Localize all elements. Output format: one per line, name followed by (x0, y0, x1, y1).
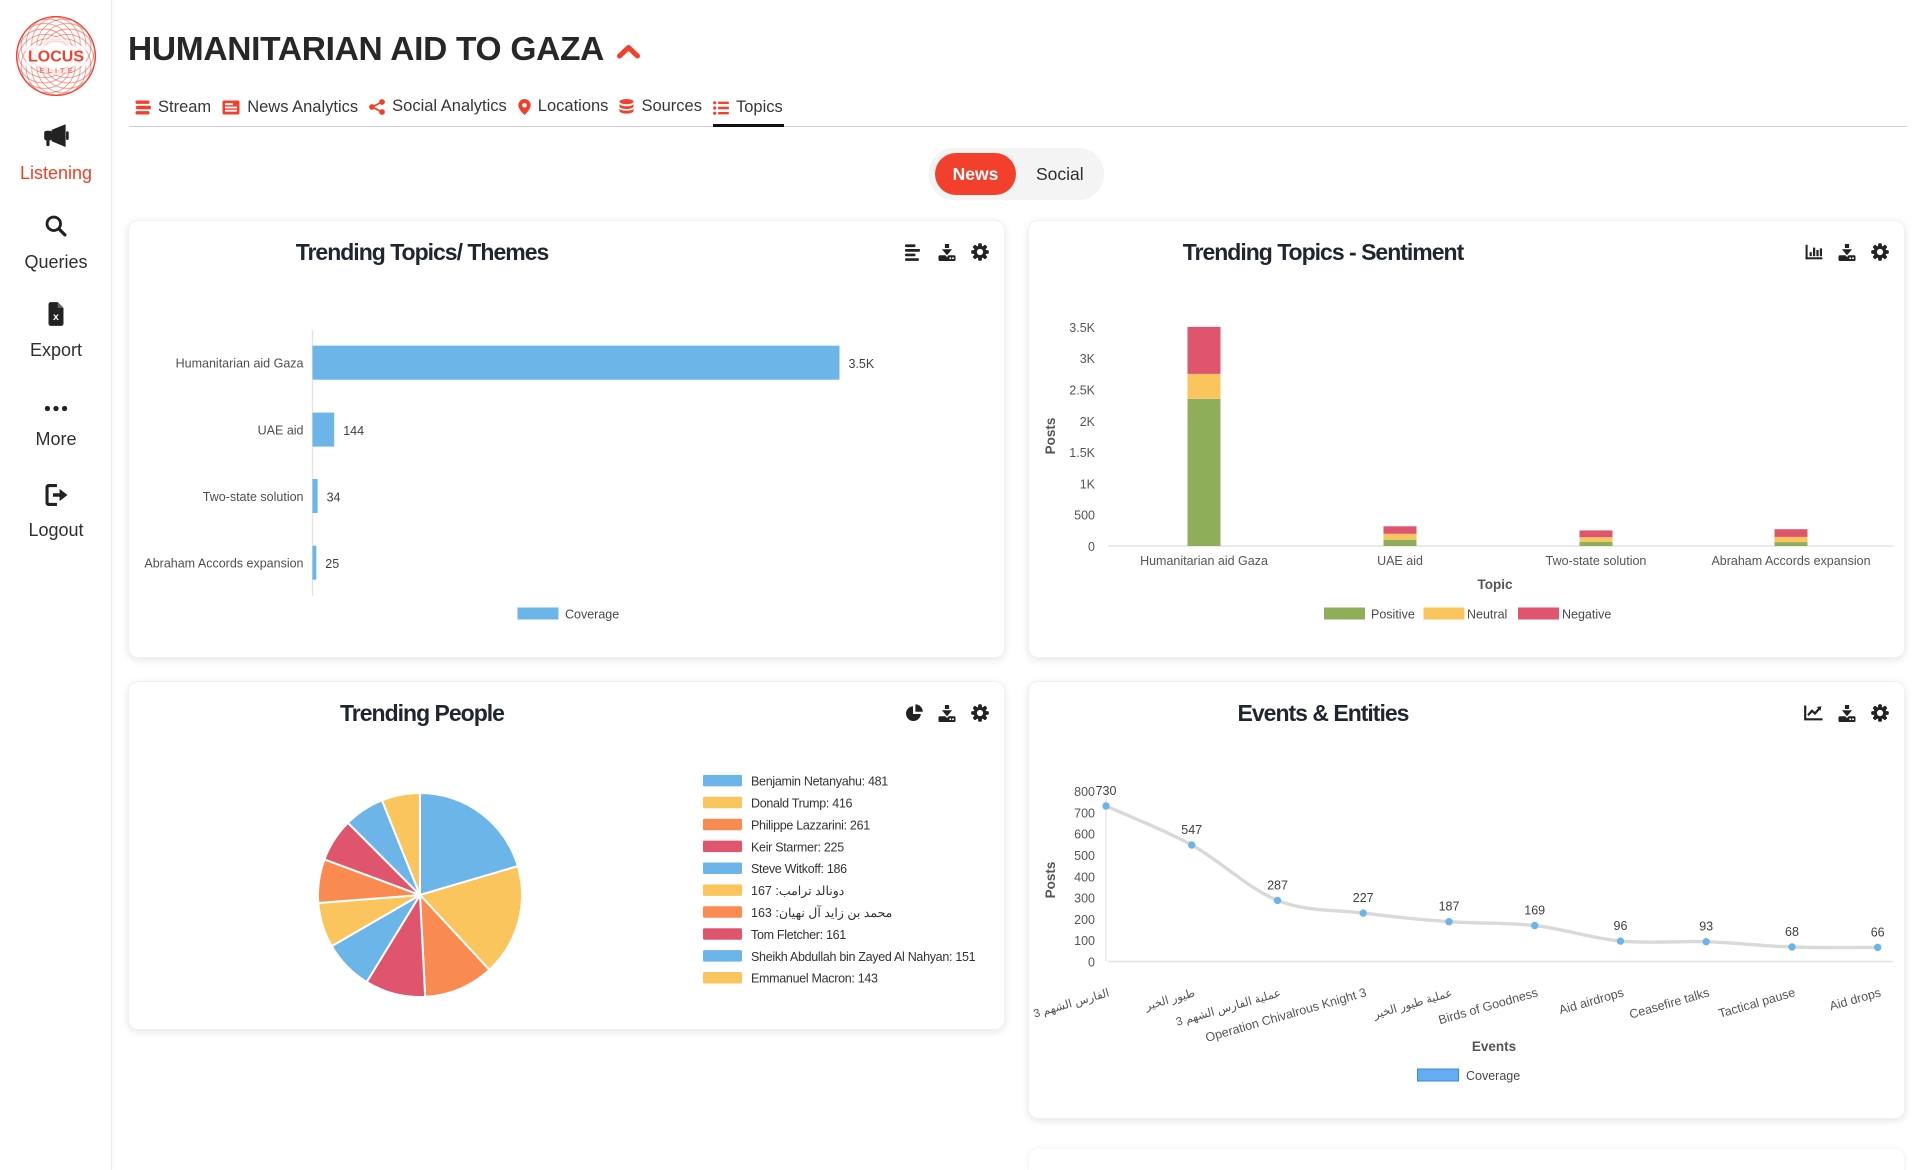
svg-text:500: 500 (1074, 509, 1095, 523)
svg-text:Positive: Positive (1371, 608, 1415, 622)
svg-text:287: 287 (1267, 878, 1288, 892)
svg-text:400: 400 (1074, 870, 1095, 884)
svg-text:Philippe Lazzarini: 261: Philippe Lazzarini: 261 (751, 818, 870, 832)
svg-text:Keir Starmer: 225: Keir Starmer: 225 (751, 840, 844, 854)
svg-text:Two-state solution: Two-state solution (1546, 554, 1647, 568)
svg-text:LOCUS: LOCUS (28, 49, 84, 66)
svg-text:187: 187 (1439, 900, 1460, 914)
svg-text:144: 144 (343, 424, 364, 438)
svg-text:UAE aid: UAE aid (258, 424, 304, 438)
svg-text:UAE aid: UAE aid (1377, 554, 1423, 568)
svg-text:طيور الخير: طيور الخير (1143, 986, 1197, 1013)
svg-text:Sheikh Abdullah bin Zayed Al N: Sheikh Abdullah bin Zayed Al Nahyan: 151 (751, 950, 976, 964)
svg-text:700: 700 (1074, 806, 1095, 820)
svg-text:Topic: Topic (1478, 577, 1513, 592)
svg-text:Events: Events (1472, 1039, 1516, 1054)
svg-text:1K: 1K (1080, 477, 1096, 491)
svg-text:Abraham Accords expansion: Abraham Accords expansion (144, 557, 303, 571)
svg-text:3K: 3K (1080, 352, 1096, 366)
svg-text:300: 300 (1074, 892, 1095, 906)
svg-text:3.5K: 3.5K (849, 357, 875, 371)
svg-text:96: 96 (1614, 919, 1628, 933)
svg-text:Neutral: Neutral (1467, 608, 1507, 622)
svg-text:1.5K: 1.5K (1069, 446, 1095, 460)
svg-text:500: 500 (1074, 849, 1095, 863)
svg-text:x: x (53, 311, 59, 323)
svg-text:Posts: Posts (1043, 418, 1058, 455)
svg-text:Birds of Goodness: Birds of Goodness (1437, 985, 1540, 1027)
svg-text:Benjamin Netanyahu: 481: Benjamin Netanyahu: 481 (751, 775, 888, 789)
svg-text:25: 25 (325, 557, 339, 571)
svg-text:0: 0 (1088, 956, 1095, 970)
svg-text:ELITE: ELITE (39, 66, 75, 75)
svg-text:547: 547 (1181, 823, 1202, 837)
svg-text:3.5K: 3.5K (1069, 321, 1095, 335)
svg-text:169: 169 (1524, 904, 1545, 918)
svg-text:34: 34 (327, 491, 341, 505)
svg-text:Emmanuel Macron: 143: Emmanuel Macron: 143 (751, 972, 878, 986)
svg-text:100: 100 (1074, 934, 1095, 948)
svg-text:600: 600 (1074, 828, 1095, 842)
svg-text:Negative: Negative (1562, 608, 1611, 622)
svg-text:Operation Chivalrous Knight 3: Operation Chivalrous Knight 3 (1204, 985, 1368, 1044)
svg-text:Abraham Accords expansion: Abraham Accords expansion (1711, 554, 1870, 568)
svg-text:68: 68 (1785, 925, 1799, 939)
svg-text:Aid airdrops: Aid airdrops (1557, 985, 1625, 1017)
svg-text:Coverage: Coverage (1466, 1069, 1520, 1083)
svg-text:Two-state solution: Two-state solution (203, 490, 304, 504)
svg-text:Ceasefire talks: Ceasefire talks (1628, 985, 1711, 1021)
svg-text:Steve Witkoff: 186: Steve Witkoff: 186 (751, 862, 847, 876)
svg-text:Humanitarian aid Gaza: Humanitarian aid Gaza (1140, 554, 1268, 568)
svg-text:Humanitarian aid Gaza: Humanitarian aid Gaza (176, 357, 304, 371)
svg-text:Donald Trump: 416: Donald Trump: 416 (751, 797, 853, 811)
svg-text:Tom Fletcher: 161: Tom Fletcher: 161 (751, 928, 846, 942)
svg-text:730: 730 (1096, 784, 1117, 798)
svg-text:93: 93 (1699, 920, 1713, 934)
svg-text:227: 227 (1353, 891, 1374, 905)
svg-text:163 :محمد بن زايد آل نهيان: 163 :محمد بن زايد آل نهيان (751, 904, 892, 921)
svg-text:Aid drops: Aid drops (1828, 985, 1883, 1013)
svg-text:Tactical pause: Tactical pause (1717, 985, 1797, 1020)
svg-text:2.5K: 2.5K (1069, 384, 1095, 398)
svg-text:200: 200 (1074, 913, 1095, 927)
svg-text:Coverage: Coverage (565, 608, 619, 622)
svg-text:2K: 2K (1080, 415, 1096, 429)
svg-text:167 :دونالد ترامب: 167 :دونالد ترامب (751, 884, 845, 899)
svg-text:66: 66 (1871, 925, 1885, 939)
svg-text:0: 0 (1088, 540, 1095, 554)
svg-text:Posts: Posts (1043, 862, 1058, 899)
svg-text:3 الفارس الشهم: 3 الفارس الشهم (1032, 986, 1111, 1020)
svg-text:800: 800 (1074, 785, 1095, 799)
